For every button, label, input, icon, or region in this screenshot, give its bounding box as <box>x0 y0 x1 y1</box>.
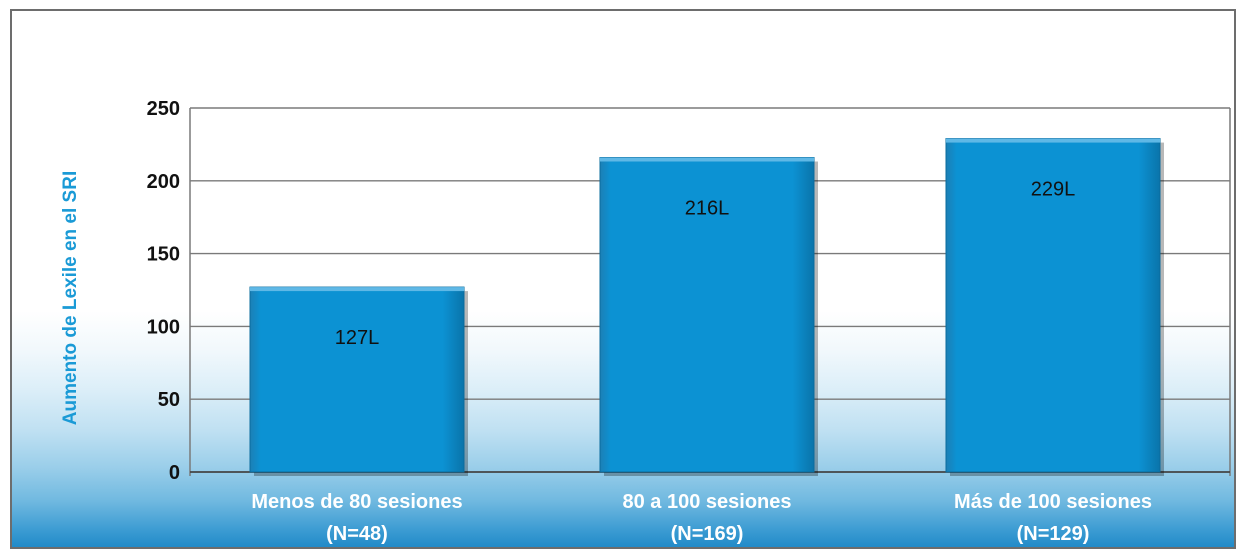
bars <box>249 138 1164 477</box>
y-tick-label: 50 <box>158 389 180 411</box>
y-tick-label: 200 <box>147 171 180 193</box>
category-label: Más de 100 sesiones <box>954 491 1152 513</box>
category-label: 80 a 100 sesiones <box>622 491 791 513</box>
bar-top-highlight <box>600 157 814 162</box>
labels: 0 50 100 150 200 250 127L Menos de 80 sesiones (… <box>147 98 1152 545</box>
bar-top-highlight <box>946 138 1160 143</box>
data-label: 127L <box>335 327 380 349</box>
chart-frame: 0 50 100 150 200 250 127L Menos de 80 sesiones (… <box>10 9 1236 549</box>
bar <box>945 138 1161 473</box>
bar <box>249 286 465 473</box>
category-label: (N=169) <box>671 523 744 545</box>
data-label: 216L <box>685 198 730 220</box>
bar-top-highlight <box>250 287 464 292</box>
category-label: (N=48) <box>326 523 388 545</box>
category-label: (N=129) <box>1017 523 1090 545</box>
y-tick-label: 0 <box>169 462 180 484</box>
y-tick-label: 150 <box>147 244 180 266</box>
y-tick-label: 100 <box>147 316 180 338</box>
y-axis-title: Aumento de Lexile en el SRI <box>60 171 81 425</box>
data-label: 229L <box>1031 179 1076 201</box>
bar-chart: 0 50 100 150 200 250 127L Menos de 80 sesiones (… <box>60 98 1231 545</box>
bar <box>599 157 815 473</box>
y-tick-label: 250 <box>147 98 180 120</box>
category-label: Menos de 80 sesiones <box>251 491 462 513</box>
